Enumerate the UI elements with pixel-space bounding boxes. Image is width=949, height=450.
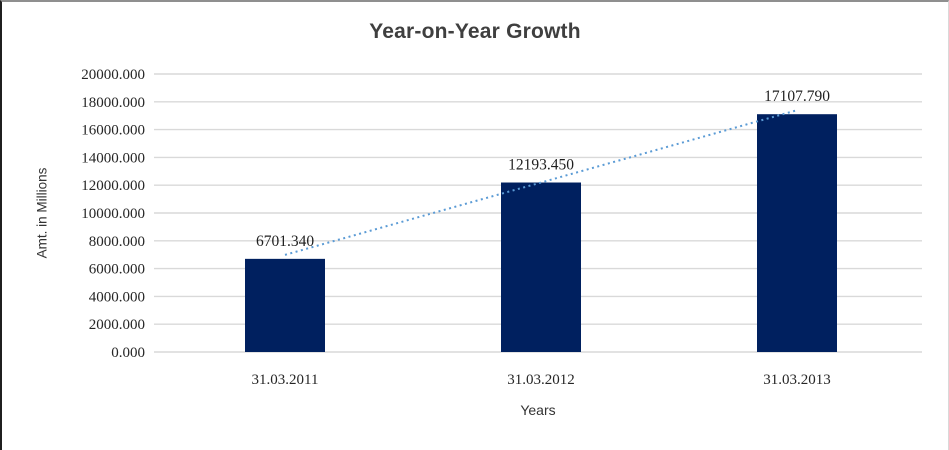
y-tick-label: 20000.000 [81,67,145,83]
data-label: 6701.340 [256,233,314,250]
data-label: 17107.790 [764,88,830,105]
x-axis-title: Years [520,402,556,418]
bar [245,258,325,352]
y-tick-label: 4000.000 [89,289,145,305]
bar [757,114,837,352]
y-tick-label: 2000.000 [89,317,145,333]
x-category-label: 31.03.2013 [763,372,831,388]
y-tick-label: 18000.000 [81,95,145,111]
y-tick-label: 0.000 [111,345,145,361]
trendline [284,109,798,256]
y-tick-label: 14000.000 [81,150,145,166]
bar [501,182,581,352]
y-tick-label: 6000.000 [89,262,145,278]
y-tick-label: 8000.000 [89,234,145,250]
y-tick-label: 16000.000 [81,123,145,139]
data-label: 12193.450 [508,157,574,174]
x-category-label: 31.03.2012 [507,372,575,388]
x-category-label: 31.03.2011 [252,372,319,388]
chart-title: Year-on-Year Growth [369,20,581,43]
y-tick-label: 12000.000 [81,178,145,194]
y-tick-label: 10000.000 [81,206,145,222]
